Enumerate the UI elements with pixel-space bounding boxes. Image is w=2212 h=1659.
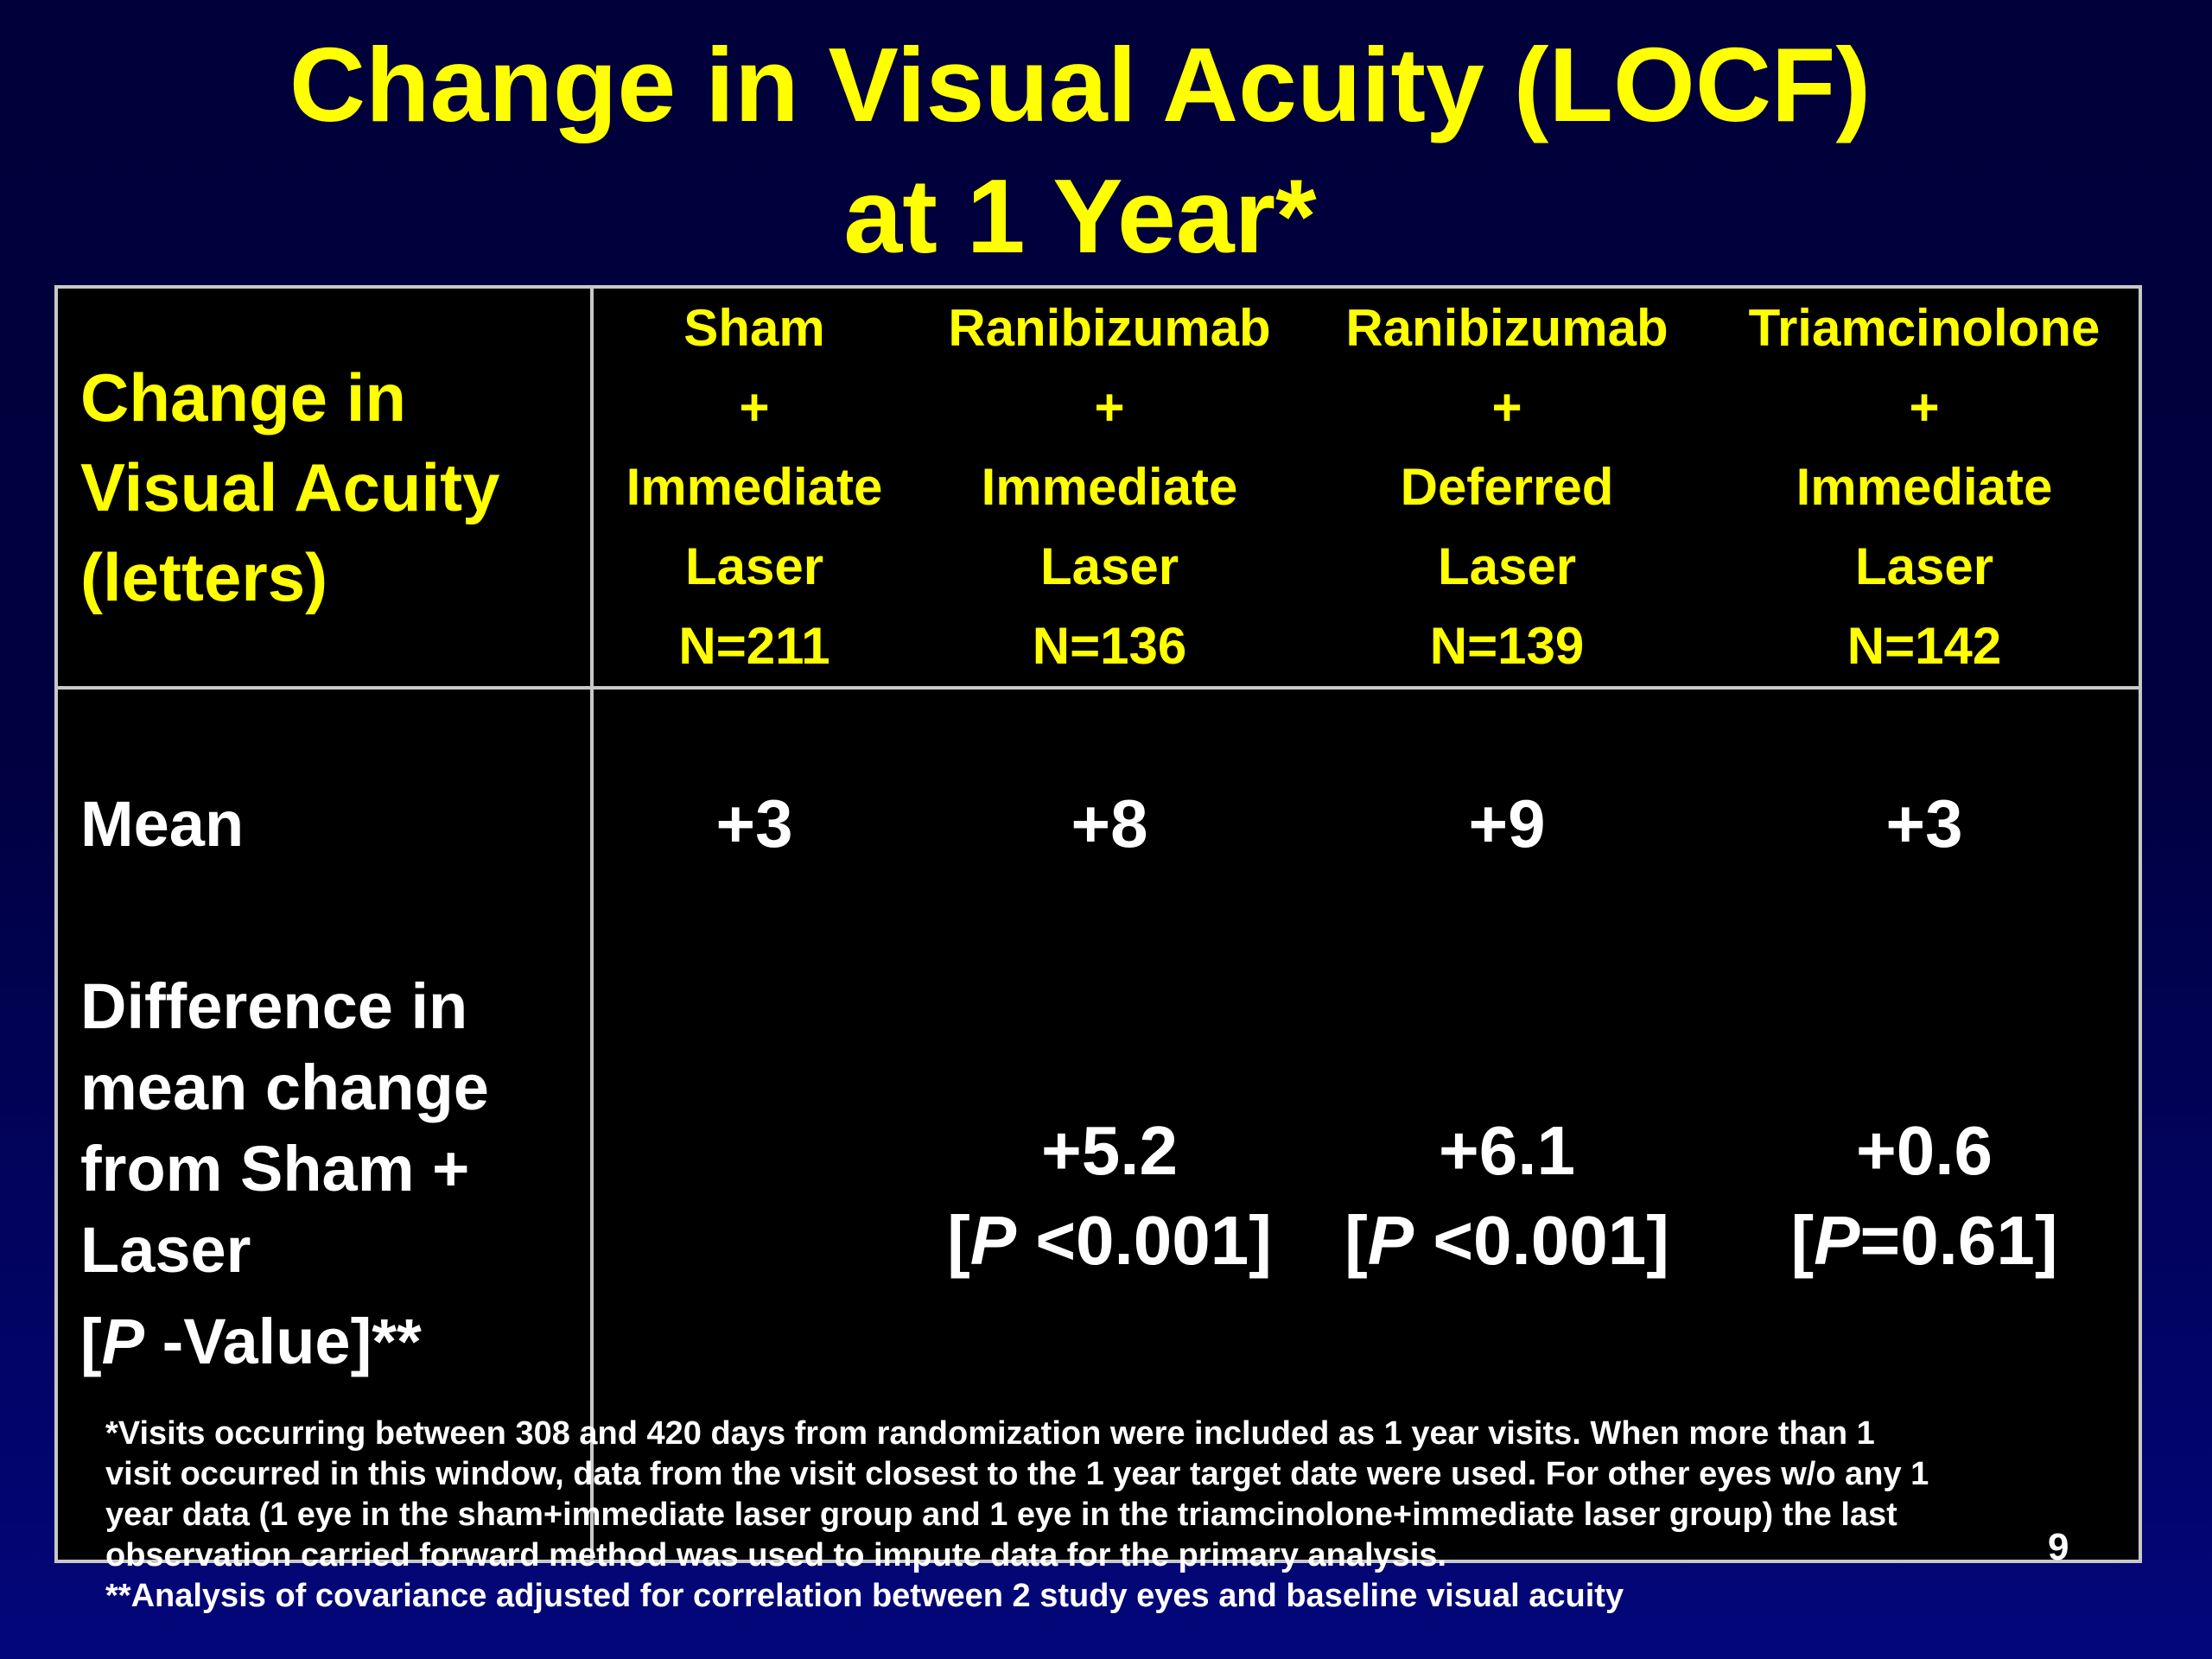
footnote-line: **Analysis of covariance adjusted for co…	[105, 1578, 1624, 1614]
column-header-line: +	[1491, 378, 1522, 436]
difference-value: +6.1	[1439, 1112, 1575, 1189]
column-header-line: Immediate	[626, 458, 883, 516]
slide-number: 9	[2048, 1526, 2069, 1568]
column-header-line: Laser	[684, 537, 824, 595]
difference-value: +5.2	[1041, 1112, 1178, 1189]
difference-label-line: Laser	[80, 1214, 251, 1286]
column-header-n: N=136	[1032, 617, 1187, 675]
footnote-line: visit occurred in this window, data from…	[105, 1456, 1929, 1492]
column-header-line: Immediate	[1796, 458, 2053, 516]
column-header-line: Immediate	[981, 458, 1238, 516]
title-line-1: Change in Visual Acuity (LOCF)	[289, 26, 1872, 143]
column-header-line: Laser	[1437, 537, 1577, 595]
footnote-line: *Visits occurring between 308 and 420 da…	[105, 1415, 1875, 1452]
footnote-line: observation carried forward method was u…	[105, 1537, 1447, 1573]
column-header-ranibizumab-deferred-laser: Ranibizumab + Deferred Laser N=139	[1304, 285, 1710, 690]
mean-value-cell: +3	[715, 785, 793, 861]
row-label-difference: Difference in mean change from Sham + La…	[54, 957, 594, 1563]
row-label-mean: Mean	[54, 688, 594, 957]
pvalue-open: [	[1790, 1202, 1815, 1279]
corner-label-line: Visual Acuity	[80, 449, 500, 525]
difference-pvalue: [P <0.001]	[915, 1196, 1304, 1286]
pvalue-p: P	[1367, 1202, 1414, 1279]
pvalue-open: [	[947, 1202, 970, 1279]
column-header-line: +	[1909, 378, 1940, 436]
column-header-n: N=211	[678, 617, 830, 675]
mean-value-cell: +8	[1071, 785, 1148, 861]
column-header-line: Laser	[1854, 537, 1994, 595]
column-header-line: +	[739, 378, 770, 436]
column-header-line: Ranibizumab	[1345, 299, 1669, 357]
pvalue-rest: <0.001]	[1016, 1202, 1272, 1279]
column-header-sham-immediate-laser: Sham + Immediate Laser N=211	[592, 285, 915, 690]
results-table: Change in Visual Acuity (letters) Sham +…	[54, 285, 2142, 1563]
difference-pvalue: [P=0.61]	[1710, 1196, 2139, 1286]
pvalue-label-rest: -Value]**	[144, 1306, 422, 1377]
column-header-n: N=139	[1429, 617, 1585, 675]
column-header-line: Triamcinolone	[1748, 299, 2101, 357]
column-header-line: Deferred	[1400, 458, 1614, 516]
mean-value-cell: +3	[1710, 688, 2142, 957]
difference-pvalue: [P <0.001]	[1304, 1196, 1710, 1286]
pvalue-rest: <0.001]	[1414, 1202, 1669, 1279]
footnote: *Visits occurring between 308 and 420 da…	[105, 1414, 2024, 1617]
difference-label-line: from Sham +	[80, 1133, 470, 1205]
column-header-line: Sham	[683, 299, 825, 357]
corner-label-line: Change in	[80, 359, 407, 435]
column-header-triamcinolone-immediate-laser: Triamcinolone + Immediate Laser N=142	[1710, 285, 2142, 690]
pvalue-p: P	[969, 1202, 1017, 1279]
column-header-line: Laser	[1039, 537, 1179, 595]
slide-title: Change in Visual Acuity (LOCF) at 1 Year…	[0, 19, 2160, 282]
column-header-n: N=142	[1847, 617, 2002, 675]
difference-cell-ranibizumab-deferred: +6.1 [P <0.001]	[1304, 957, 1710, 1563]
pvalue-p: P	[1814, 1202, 1860, 1279]
column-header-ranibizumab-immediate-laser: Ranibizumab + Immediate Laser N=136	[915, 285, 1304, 690]
pvalue-open: [	[1344, 1202, 1368, 1279]
mean-value-cell: +9	[1468, 785, 1546, 861]
title-line-2: at 1 Year*	[843, 157, 1317, 275]
table-row-mean: Mean +3 +8 +9 +3	[54, 688, 2142, 957]
pvalue-label-p: P	[101, 1306, 145, 1377]
column-header-line: Ranibizumab	[948, 299, 1271, 357]
footnote-line: year data (1 eye in the sham+immediate l…	[105, 1497, 1897, 1533]
difference-label-line: mean change	[80, 1052, 489, 1123]
table-header-row: Change in Visual Acuity (letters) Sham +…	[54, 285, 2142, 690]
table-row-difference: Difference in mean change from Sham + La…	[54, 957, 2142, 1563]
difference-label-line: Difference in	[80, 970, 468, 1042]
pvalue-label-open: [	[80, 1306, 102, 1377]
pvalue-rest: =0.61]	[1859, 1202, 2058, 1279]
difference-value: +0.6	[1856, 1112, 1993, 1189]
difference-cell-triamcinolone: +0.6 [P=0.61]	[1710, 957, 2142, 1563]
corner-label-line: (letters)	[80, 539, 328, 615]
pvalue-label: [P -Value]**	[80, 1301, 590, 1382]
column-header-line: +	[1094, 378, 1125, 436]
difference-cell-sham	[592, 957, 915, 1563]
corner-label: Change in Visual Acuity (letters)	[54, 285, 594, 690]
difference-cell-ranibizumab-immediate: +5.2 [P <0.001]	[915, 957, 1304, 1563]
